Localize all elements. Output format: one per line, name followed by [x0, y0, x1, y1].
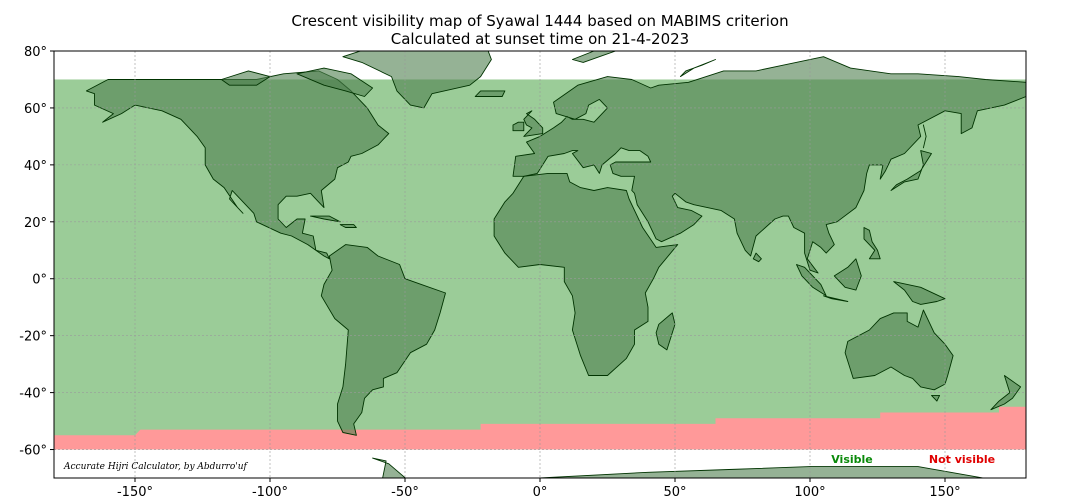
x-tick-label: -50°	[391, 485, 419, 500]
land-victoria-island	[220, 70, 271, 86]
land-eurasia	[512, 56, 1026, 274]
y-tick-label: -40°	[19, 387, 47, 402]
land-tasmania	[931, 394, 941, 402]
x-tick-label: -100°	[252, 485, 288, 500]
land-iceland	[474, 90, 506, 97]
x-tick-label: 0°	[533, 485, 548, 500]
land-new-zealand	[990, 375, 1022, 411]
x-tick-label: -150°	[117, 485, 153, 500]
map-title: Crescent visibility map of Syawal 1444 b…	[291, 12, 789, 30]
y-tick-label: -20°	[19, 330, 47, 345]
land-australia	[844, 309, 954, 391]
land-sakhalin	[922, 124, 927, 149]
y-tick-label: 20°	[24, 216, 47, 231]
land-philippines	[863, 227, 881, 260]
y-tick-label: 60°	[24, 102, 47, 117]
land-ireland	[512, 121, 525, 132]
land-uk	[523, 110, 544, 137]
land-svalbard	[571, 51, 617, 63]
x-tick-label: 100°	[794, 485, 825, 500]
credit-text: Accurate Hijri Calculator, by Abdurro'uf	[63, 462, 249, 472]
land-java	[823, 295, 849, 302]
land-japan	[890, 150, 932, 191]
legend-visible-label: Visible	[831, 453, 873, 466]
map-subtitle: Calculated at sunset time on 21-4-2023	[390, 30, 690, 48]
y-tick-label: 40°	[24, 159, 47, 174]
land-greenland	[342, 51, 492, 109]
land-sri-lanka	[752, 252, 762, 263]
land-north-america	[85, 70, 390, 260]
x-tick-label: 150°	[929, 485, 960, 500]
land-novaya-zemlya	[679, 59, 716, 78]
land-borneo	[833, 258, 862, 291]
land-baffin-island	[296, 67, 374, 97]
y-tick-label: 0°	[32, 273, 47, 288]
land-madagascar	[655, 312, 676, 351]
legend-not-visible-label: Not visible	[929, 453, 995, 466]
land-hispaniola	[339, 224, 357, 228]
land-sumatra	[796, 264, 827, 297]
y-tick-label: 80°	[24, 45, 47, 60]
land-south-america	[320, 244, 446, 436]
y-tick-label: -60°	[19, 444, 47, 459]
x-tick-label: 50°	[663, 485, 686, 500]
land-new-guinea	[893, 281, 946, 305]
land-cuba	[310, 215, 341, 223]
land-antarctica	[372, 457, 986, 478]
